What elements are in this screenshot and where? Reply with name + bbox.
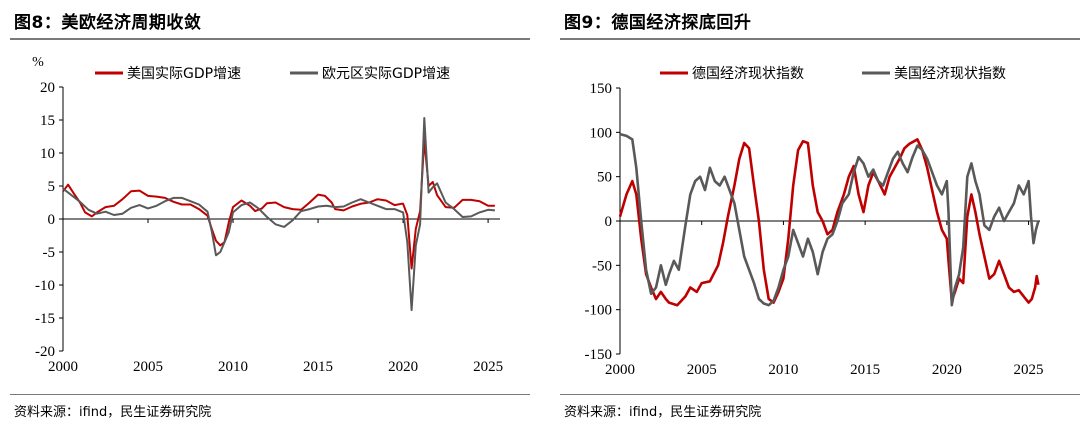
y-tick-label: 150 (590, 81, 613, 97)
y-tick-label: 100 (590, 125, 613, 141)
x-tick-label: 2010 (768, 362, 798, 378)
x-tick-label: 2020 (388, 359, 418, 375)
y-tick-label: 5 (48, 179, 56, 195)
x-tick-label: 2005 (687, 362, 717, 378)
title-rule (560, 38, 1080, 40)
x-tick-label: 2005 (133, 359, 163, 375)
series-line-1 (62, 117, 495, 312)
title-rule (10, 38, 530, 40)
y-tick-label: 15 (40, 113, 55, 129)
legend-label: 美国经济现状指数 (894, 66, 1006, 82)
y-tick-label: -15 (35, 311, 55, 327)
series-line-1 (619, 132, 1040, 307)
x-tick-label: 2015 (850, 362, 880, 378)
x-tick-label: 2025 (473, 359, 503, 375)
x-tick-label: 2015 (303, 359, 333, 375)
panel-us-eu: 图8：美欧经济周期收敛 20 15 10 5 0 -5 -10 -15 -20 2000 2005 2… (0, 0, 530, 424)
chart-title: 图9：德国经济探底回升 (564, 13, 752, 33)
source-note: 资料来源：ifind，民生证券研究院 (14, 405, 212, 420)
legend-label: 美国实际GDP增速 (127, 66, 241, 82)
y-tick-label: -10 (35, 278, 55, 294)
chart-title: 图8：美欧经济周期收敛 (14, 13, 202, 33)
y-tick-label: -50 (592, 258, 612, 274)
x-tick-label: 2000 (48, 359, 78, 375)
y-axis-label: % (32, 55, 44, 70)
x-tick-label: 2010 (218, 359, 248, 375)
footer-rule (560, 394, 1080, 395)
footer-rule (10, 394, 530, 395)
series-line-0 (618, 138, 1040, 307)
y-tick-label: 20 (40, 80, 55, 96)
source-note: 资料来源：ifind，民生证券研究院 (564, 405, 762, 420)
y-tick-label: 10 (40, 146, 55, 162)
y-tick-label: 50 (597, 170, 612, 186)
y-tick-label: -150 (585, 347, 613, 363)
panel-germany: 图9：德国经济探底回升 150 100 50 0 -50 -100 -150 2000 2005… (550, 0, 1080, 424)
y-tick-label: -5 (43, 245, 56, 261)
legend-label: 德国经济现状指数 (692, 66, 804, 82)
x-tick-label: 2020 (932, 362, 962, 378)
x-tick-label: 2025 (1014, 362, 1044, 378)
y-tick-label: 0 (605, 214, 613, 230)
legend-label: 欧元区实际GDP增速 (322, 66, 450, 82)
series-line-0 (62, 138, 495, 270)
y-tick-label: 0 (48, 212, 56, 228)
x-tick-label: 2000 (605, 362, 635, 378)
y-tick-label: -100 (585, 303, 613, 319)
y-tick-label: -20 (35, 344, 55, 360)
